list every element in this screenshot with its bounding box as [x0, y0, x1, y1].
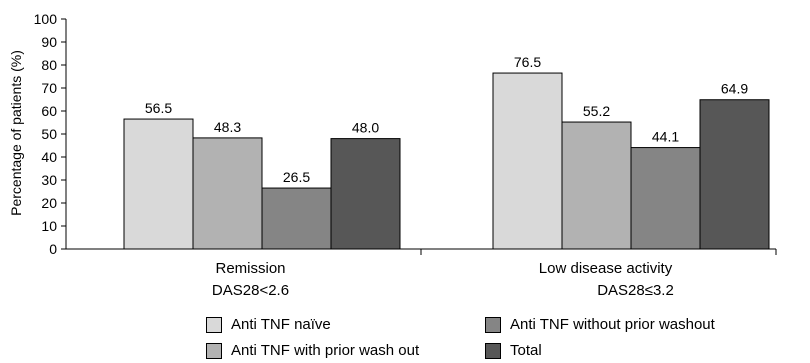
y-tick-label: 80 — [41, 57, 57, 73]
x-category-label: DAS28<2.6 — [212, 282, 289, 299]
data-label: 44.1 — [652, 129, 679, 145]
data-label: 26.5 — [283, 169, 310, 185]
bar — [492, 72, 563, 250]
x-category-label: DAS28≤3.2 — [597, 282, 674, 299]
y-tick-label: 50 — [41, 126, 57, 142]
y-tick-label: 60 — [41, 103, 57, 119]
y-tick-label: 100 — [34, 11, 58, 27]
data-label: 55.2 — [583, 103, 610, 119]
data-label: 48.0 — [352, 120, 379, 136]
y-axis-label: Percentage of patients (%) — [8, 50, 24, 216]
x-category-label: Low disease activity — [539, 260, 673, 277]
bar — [261, 187, 332, 250]
bars — [123, 72, 770, 250]
bar — [561, 121, 632, 250]
y-tick-label: 30 — [41, 172, 57, 188]
bar — [192, 137, 263, 250]
axes: 0 10 20 30 40 50 60 70 80 90 100 Remission DAS28<2.6… — [34, 11, 777, 299]
data-labels: 56.5 76.5 48.3 55.2 26.5 44.1 48.0 64.9 — [145, 54, 748, 185]
data-label: 64.9 — [721, 81, 748, 97]
data-label: 56.5 — [145, 100, 172, 116]
y-tick-label: 90 — [41, 34, 57, 50]
y-tick-label: 0 — [49, 241, 57, 257]
bar — [123, 118, 194, 250]
bar — [330, 138, 401, 250]
y-tick-label: 40 — [41, 149, 57, 165]
data-label: 48.3 — [214, 119, 241, 135]
bar — [630, 147, 701, 250]
x-category-label: Remission — [215, 260, 285, 277]
y-tick-label: 20 — [41, 195, 57, 211]
y-tick-label: 10 — [41, 218, 57, 234]
bar — [699, 99, 770, 250]
data-label: 76.5 — [514, 54, 541, 70]
y-tick-label: 70 — [41, 80, 57, 96]
